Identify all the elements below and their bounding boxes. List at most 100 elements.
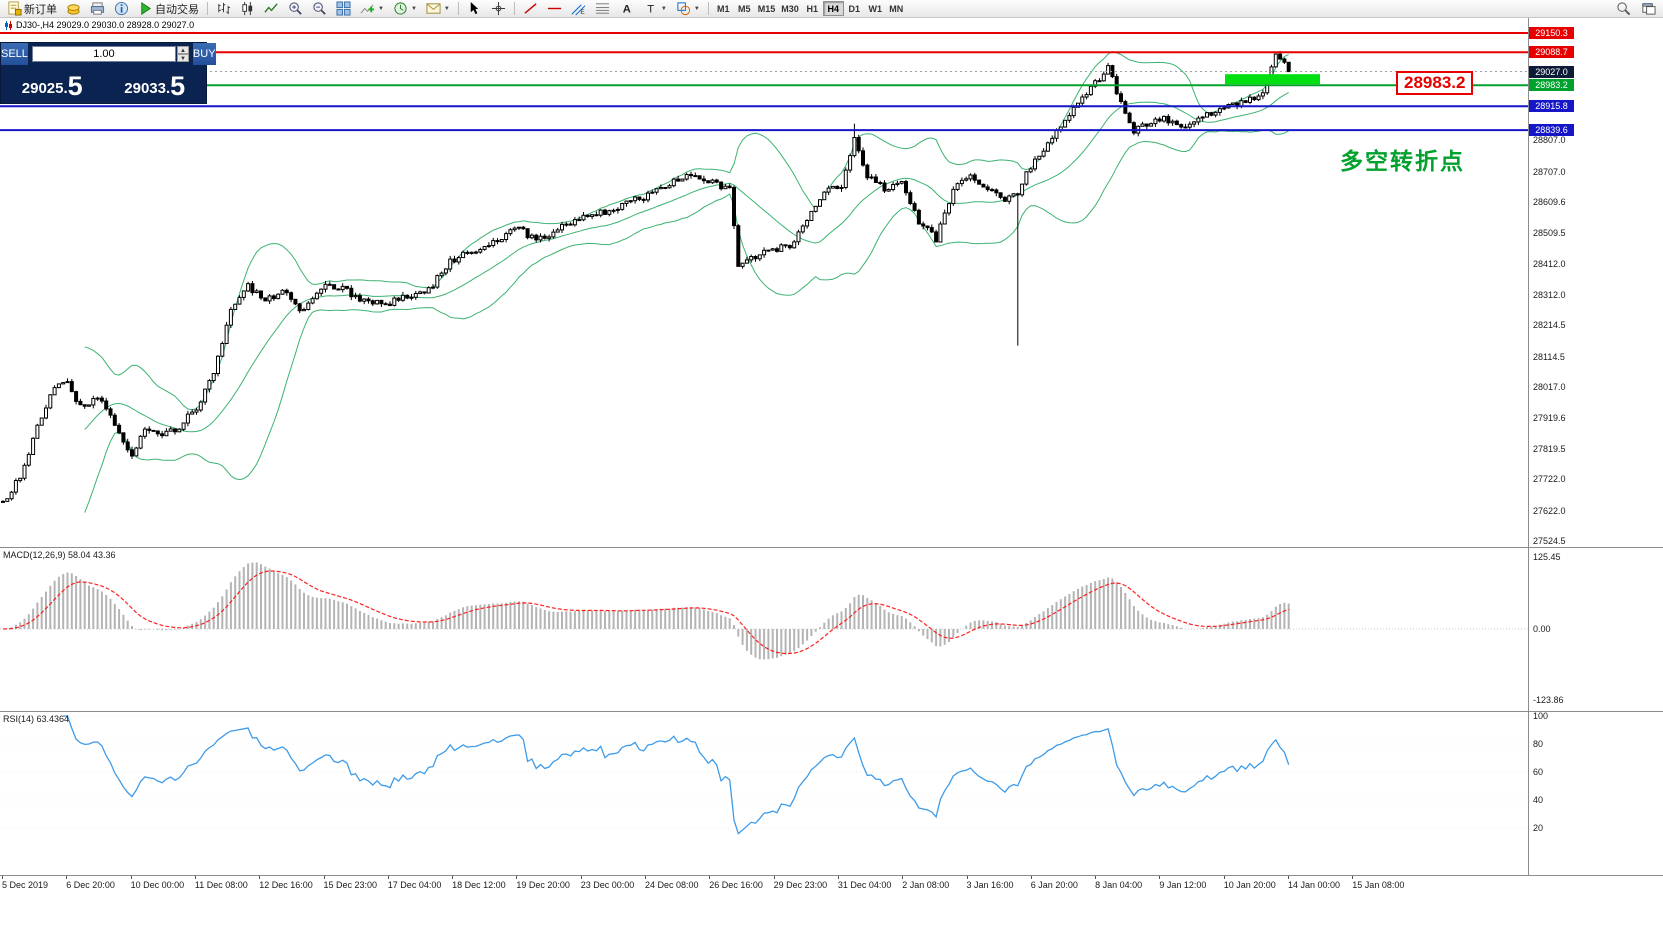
time-axis-tick bbox=[773, 876, 775, 879]
time-axis-tick bbox=[837, 876, 839, 879]
label-button[interactable]: T ▼ bbox=[639, 1, 671, 17]
buy-price-fraction: 5 bbox=[170, 71, 186, 101]
templates-button[interactable]: ▼ bbox=[422, 1, 454, 17]
time-axis-tick bbox=[966, 876, 968, 879]
time-axis-tick bbox=[902, 876, 904, 879]
price-callout-label[interactable]: 28983.2 bbox=[1396, 71, 1474, 95]
chart-annotation-text[interactable]: 多空转折点 bbox=[1340, 149, 1465, 174]
horizontal-line-button[interactable] bbox=[543, 1, 566, 17]
price-axis-label: 28509.5 bbox=[1533, 228, 1566, 239]
toolbar-separator bbox=[207, 2, 208, 15]
print-icon bbox=[90, 2, 105, 15]
crosshair-button[interactable] bbox=[487, 1, 510, 17]
pane-divider[interactable] bbox=[0, 875, 1663, 876]
time-axis-label: 15 Dec 23:00 bbox=[323, 880, 378, 890]
buy-label-button[interactable]: BUY bbox=[192, 43, 216, 65]
line-chart-button[interactable] bbox=[260, 1, 283, 17]
time-axis-label: 29 Dec 23:00 bbox=[773, 880, 828, 890]
auto-trading-label: 自动交易 bbox=[155, 3, 199, 16]
timeframe-d1-button[interactable]: D1 bbox=[844, 1, 865, 16]
price-axis-label: 27722.0 bbox=[1533, 474, 1566, 485]
time-axis-label: 19 Dec 20:00 bbox=[516, 880, 570, 890]
buy-button[interactable]: 29033. 5 bbox=[104, 65, 207, 103]
label-icon: T bbox=[647, 3, 654, 15]
rsi-scale-label: 20 bbox=[1533, 823, 1544, 833]
time-axis[interactable]: 5 Dec 2019 6 Dec 20:00 10 Dec 00:00 11 Dec … bbox=[0, 876, 1663, 898]
volume-spinner: ▲ ▼ bbox=[176, 46, 189, 62]
time-axis-label: 31 Dec 04:00 bbox=[837, 880, 892, 890]
new-window-button[interactable] bbox=[1637, 1, 1660, 17]
time-axis-tick bbox=[259, 876, 261, 879]
candles-chart-button[interactable] bbox=[236, 1, 259, 17]
trendline-button[interactable] bbox=[519, 1, 542, 17]
macd-scale-label: -123.86 bbox=[1533, 695, 1564, 706]
price-axis-label: 28707.0 bbox=[1533, 166, 1566, 177]
toolbar-separator bbox=[513, 2, 515, 15]
periods-button[interactable]: ▼ bbox=[389, 1, 421, 17]
fibonacci-button[interactable] bbox=[591, 1, 614, 17]
cursor-button[interactable] bbox=[463, 1, 486, 17]
macd-pane[interactable] bbox=[0, 548, 1528, 711]
indicators-button[interactable]: ▼ bbox=[356, 1, 388, 17]
time-axis-label: 15 Jan 08:00 bbox=[1352, 880, 1405, 890]
price-badge: 28915.8 bbox=[1529, 100, 1574, 113]
coins-icon bbox=[67, 4, 80, 15]
timeframe-mn-button[interactable]: MN bbox=[886, 1, 907, 16]
price-axis-label: 28609.6 bbox=[1533, 196, 1566, 207]
new-order-button[interactable]: 新订单 bbox=[3, 1, 61, 17]
main-chart[interactable] bbox=[0, 18, 1528, 547]
sell-button[interactable]: 29025. 5 bbox=[1, 65, 104, 103]
channel-button[interactable]: E bbox=[567, 1, 590, 17]
sell-price: 29025. bbox=[21, 80, 68, 97]
price-axis[interactable]: 28807.0 28707.0 28609.6 28509.5 28412.0 28312… bbox=[1528, 18, 1663, 946]
zoom-in-button[interactable] bbox=[284, 1, 307, 17]
timeframe-h4-button[interactable]: H4 bbox=[822, 1, 844, 16]
svg-text:E: E bbox=[580, 9, 585, 16]
timeframe-m30-button[interactable]: M30 bbox=[778, 1, 802, 16]
dropdown-caret-icon: ▼ bbox=[410, 5, 417, 12]
shapes-button[interactable]: ▼ bbox=[672, 1, 704, 17]
time-axis-label: 2 Jan 08:00 bbox=[902, 880, 950, 890]
volume-increase-button[interactable]: ▲ bbox=[176, 46, 189, 54]
price-axis-label: 27622.0 bbox=[1533, 505, 1566, 516]
volume-input[interactable] bbox=[31, 46, 176, 62]
time-axis-label: 5 Dec 2019 bbox=[2, 880, 49, 890]
zoom-out-button[interactable] bbox=[308, 1, 331, 17]
price-axis-label: 28312.0 bbox=[1533, 289, 1566, 300]
fibonacci-icon bbox=[595, 3, 609, 14]
text-button[interactable]: A bbox=[615, 1, 638, 17]
timeframe-m1-button[interactable]: M1 bbox=[713, 1, 734, 16]
svg-text:A: A bbox=[623, 3, 631, 15]
about-button[interactable] bbox=[110, 1, 133, 17]
timeframe-w1-button[interactable]: W1 bbox=[865, 1, 886, 16]
macd-scale-label: 0.00 bbox=[1533, 624, 1551, 634]
volume-decrease-button[interactable]: ▼ bbox=[176, 54, 189, 62]
time-axis-label: 26 Dec 16:00 bbox=[709, 880, 763, 890]
tile-windows-button[interactable] bbox=[332, 1, 355, 17]
svg-text:T: T bbox=[647, 3, 654, 15]
one-click-trading-panel: SELL ▲ ▼ BUY 29025.5 29033.5 bbox=[0, 42, 216, 104]
print-button[interactable] bbox=[86, 1, 109, 17]
toolbar-separator bbox=[457, 2, 459, 15]
tile-windows-icon bbox=[336, 1, 351, 16]
sell-label-button[interactable]: SELL bbox=[1, 43, 28, 65]
timeframe-m15-button[interactable]: M15 bbox=[755, 1, 779, 16]
price-badge: 29150.3 bbox=[1529, 27, 1574, 39]
pane-divider[interactable] bbox=[0, 711, 1663, 712]
bars-chart-icon bbox=[218, 2, 231, 15]
rsi-scale-label: 60 bbox=[1533, 767, 1544, 777]
channel-icon: E bbox=[571, 4, 586, 16]
time-axis-tick bbox=[1288, 876, 1289, 879]
timeframe-h1-button[interactable]: H1 bbox=[802, 1, 823, 16]
text-icon: A bbox=[623, 3, 631, 15]
auto-trading-button[interactable]: 自动交易 bbox=[134, 1, 203, 17]
time-axis-label: 8 Jan 04:00 bbox=[1095, 880, 1143, 890]
bars-chart-button[interactable] bbox=[212, 1, 235, 17]
search-button[interactable] bbox=[1612, 1, 1635, 17]
time-axis-label: 9 Jan 12:00 bbox=[1159, 880, 1207, 890]
timeframe-m5-button[interactable]: M5 bbox=[734, 1, 755, 16]
rsi-pane[interactable] bbox=[0, 712, 1528, 875]
pane-divider[interactable] bbox=[0, 547, 1663, 548]
trendline-icon bbox=[524, 3, 537, 14]
deposit-button[interactable] bbox=[62, 1, 85, 17]
